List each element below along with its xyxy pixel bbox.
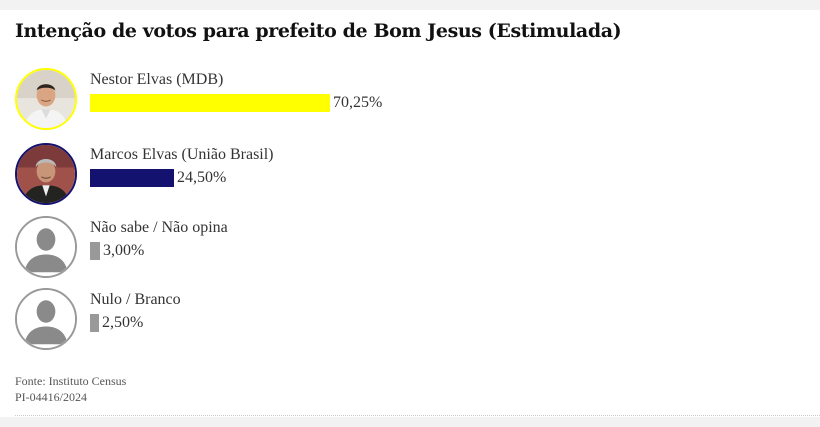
divider [15, 415, 820, 416]
chart-title: Intenção de votos para prefeito de Bom J… [15, 20, 622, 42]
chart-source: Fonte: Instituto Census PI-04416/2024 [15, 373, 126, 405]
chart-row-nao-sabe: Não sabe / Não opina 3,00% [0, 216, 820, 282]
bar-value-label: 24,50% [177, 169, 227, 186]
candidate-photo-marcos [15, 143, 77, 205]
bar-label: Marcos Elvas (União Brasil) [90, 146, 274, 163]
bar [90, 94, 330, 112]
person-photo-icon [17, 145, 75, 203]
registration-number: PI-04416/2024 [15, 390, 87, 404]
candidate-photo-nestor [15, 68, 77, 130]
bar [90, 169, 174, 187]
bar-value-label: 3,00% [103, 242, 145, 259]
bar-label: Nestor Elvas (MDB) [90, 71, 224, 88]
bar [90, 314, 99, 332]
person-photo-icon [17, 70, 75, 128]
bar-label: Nulo / Branco [90, 291, 181, 308]
bar-label: Não sabe / Não opina [90, 219, 228, 236]
chart-row-nulo-branco: Nulo / Branco 2,50% [0, 288, 820, 354]
bar-value-label: 70,25% [333, 94, 383, 111]
chart-row-marcos-elvas: Marcos Elvas (União Brasil) 24,50% [0, 143, 820, 209]
bar-value-label: 2,50% [102, 314, 144, 331]
bar [90, 242, 100, 260]
person-silhouette-icon [15, 288, 77, 350]
source-text: Fonte: Instituto Census [15, 374, 127, 388]
person-silhouette-icon [15, 216, 77, 278]
chart-row-nestor-elvas: Nestor Elvas (MDB) 70,25% [0, 68, 820, 134]
chart-card: Intenção de votos para prefeito de Bom J… [0, 10, 820, 417]
